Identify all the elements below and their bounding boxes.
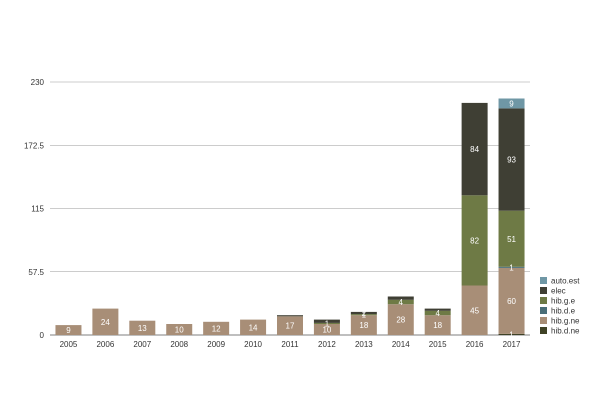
bar-segment [240, 319, 267, 335]
x-tick-label: 2015 [429, 340, 447, 349]
bar-segment [313, 322, 340, 324]
bar-segment [350, 311, 377, 315]
bar-segment [350, 314, 377, 316]
data-label: 4 [435, 309, 440, 318]
bar-segment [461, 195, 488, 286]
data-label: 82 [470, 236, 479, 245]
bar-segment [498, 267, 525, 334]
data-label: 14 [249, 323, 258, 332]
x-tick-label: 2006 [96, 340, 114, 349]
bar-segment [387, 299, 414, 305]
grid-layer [50, 81, 530, 336]
data-label: 1 [362, 311, 367, 320]
bar-segment [55, 325, 82, 335]
data-label: 18 [359, 321, 368, 330]
bar-segment [424, 315, 451, 335]
bar-segment [166, 324, 193, 335]
data-label: 1 [509, 263, 514, 272]
x-tick-label: 2017 [503, 340, 521, 349]
legend-swatch [540, 327, 547, 334]
y-tick-label: 230 [31, 78, 45, 87]
bar-segment [461, 285, 488, 335]
bar-segment [498, 333, 525, 335]
y-tick-label: 172.5 [24, 141, 45, 150]
data-label: 10 [322, 326, 331, 335]
legend-swatch [540, 297, 547, 304]
data-label: 24 [101, 318, 110, 327]
bar-segment [92, 308, 119, 335]
bar-segment [277, 315, 303, 317]
x-tick-label: 2007 [133, 340, 151, 349]
bar-segment [313, 319, 340, 323]
legend: auto.estelechib.g.ehib.d.ehib.g.nehib.d.… [540, 277, 580, 336]
data-label: 1 [325, 319, 330, 328]
data-label: 17 [286, 322, 295, 331]
x-tick-label: 2009 [207, 340, 225, 349]
x-tick-label: 2012 [318, 340, 336, 349]
bar-segment [498, 266, 525, 268]
data-label: 9 [66, 326, 71, 335]
x-tick-label: 2011 [281, 340, 299, 349]
data-label: 60 [507, 297, 516, 306]
y-axis-ticks: 0 57.5 115 172.5 230 [24, 78, 45, 340]
x-tick-label: 2013 [355, 340, 373, 349]
legend-swatch [540, 287, 547, 294]
bar-segment [203, 321, 230, 335]
bar-segment [129, 320, 156, 335]
legend-swatch [540, 317, 547, 324]
bars-layer [55, 98, 525, 335]
x-tick-label: 2014 [392, 340, 410, 349]
data-label: 84 [470, 145, 479, 154]
y-tick-label: 0 [40, 331, 45, 340]
x-tick-label: 2010 [244, 340, 262, 349]
legend-swatch [540, 307, 547, 314]
bar-segment [498, 108, 525, 211]
legend-label: auto.est [551, 277, 580, 286]
data-label: 13 [138, 324, 147, 333]
bar-segment [387, 304, 414, 335]
legend-label: hib.d.e [551, 307, 576, 316]
x-tick-label: 2005 [60, 340, 78, 349]
data-label: 2 [362, 309, 367, 318]
data-label: 1 [509, 330, 514, 339]
bar-segment [424, 310, 451, 316]
y-tick-label: 57.5 [28, 268, 44, 277]
data-label: 12 [212, 324, 221, 333]
bar-segment [387, 296, 414, 300]
data-label: 9 [509, 99, 514, 108]
y-tick-label: 115 [31, 205, 44, 214]
bar-segment [313, 324, 340, 335]
legend-label: hib.g.ne [551, 317, 580, 326]
x-tick-label: 2008 [170, 340, 188, 349]
bar-segment [498, 210, 525, 267]
data-label: 18 [433, 321, 442, 330]
bar-segment [461, 102, 488, 196]
legend-label: hib.g.e [551, 297, 576, 306]
x-tick-label: 2016 [466, 340, 484, 349]
bar-segment [424, 308, 451, 311]
data-label: 10 [175, 326, 184, 335]
data-label: 4 [399, 298, 404, 307]
legend-swatch [540, 277, 547, 284]
bar-segment [350, 315, 377, 335]
legend-label: hib.d.ne [551, 327, 580, 336]
bar-segment [498, 98, 525, 109]
data-label: 45 [470, 306, 479, 315]
data-label: 93 [507, 156, 516, 165]
data-label: 28 [396, 316, 405, 325]
bar-segment [277, 316, 303, 335]
x-axis-ticks: 2005 2006 2007 2008 2009 2010 2011 2012 2013 2014… [60, 340, 521, 349]
data-label: 51 [507, 235, 516, 244]
legend-label: elec [551, 287, 566, 296]
